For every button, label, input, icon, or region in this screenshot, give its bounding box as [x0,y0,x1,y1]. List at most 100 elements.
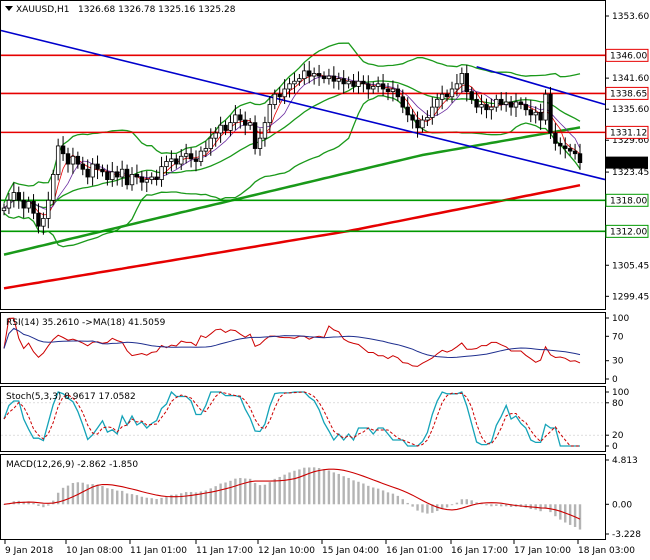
macd-histogram-bar [224,482,227,505]
macd-histogram-bar [347,477,350,505]
candle-body [238,114,243,121]
level-label-box [605,86,649,100]
macd-histogram-bar [268,482,272,505]
macd-histogram-bar [140,496,144,505]
macd-histogram-bar [573,504,577,527]
x-tick-label: 17 Jan 10:00 [514,546,571,556]
ma-fast-red-line [3,73,581,216]
macd-histogram-bar [337,473,340,505]
level-label: 1312.00 [610,227,647,237]
rsi-ma-line [3,327,581,359]
candle-body [55,145,61,175]
macd-histogram-bar [342,476,345,505]
candle-body [16,192,21,201]
candle-body [558,142,563,147]
macd-histogram-bar [386,492,390,505]
price-tick-label: 1335.60 [612,105,649,115]
macd-histogram-bar [244,478,247,505]
macd-histogram-bar [480,503,483,505]
macd-signal-line [3,468,581,520]
candle-body [494,98,499,108]
price-tick-label: 1353.60 [612,12,649,22]
stoch-tick-label: 0 [612,442,618,452]
macd-histogram-bar [170,494,173,505]
x-tick-label: 18 Jan 03:00 [578,546,635,556]
macd-histogram-bar [106,488,109,505]
macd-histogram-bar [460,499,464,505]
price-panel-frame [0,0,606,310]
candle-body [518,101,524,105]
ma-long-red-line [3,183,581,290]
candle-body [110,171,115,180]
candle-body [548,93,553,134]
stoch-tick-label: 100 [612,388,629,398]
candle-body [459,73,465,85]
candle-body [193,158,199,162]
level-label: 1318.00 [610,196,647,206]
candle-body [252,122,258,149]
candle-body [375,83,381,87]
macd-histogram-bar [32,502,35,505]
rsi-title: RSI(14) 35.2610 ->MA(18) 41.5059 [6,318,166,328]
macd-histogram-bar [549,504,552,513]
macd-histogram-bar [27,501,30,505]
macd-histogram-bar [253,483,257,505]
candle-body [11,192,17,201]
candle-body [203,148,209,152]
candle-body [371,86,376,90]
macd-histogram-bar [440,504,444,509]
candle-body [26,200,31,209]
candle-body [75,155,81,165]
macd-histogram-bar [199,491,203,505]
macd-histogram-bar [91,484,94,505]
macd-histogram-bar [248,478,252,505]
macd-histogram-bar [145,497,148,505]
macd-histogram-bar [165,496,168,505]
candle-body [105,171,110,180]
candle-body [543,93,548,121]
dropdown-triangle-icon[interactable] [5,6,13,11]
macd-histogram-bar [470,500,473,505]
candle-body [390,88,396,92]
candle-body [410,114,415,121]
rsi-tick-label: 100 [612,314,629,324]
macd-histogram-bar [37,504,40,506]
candle-body [159,166,164,180]
current-price-box [606,156,648,169]
level-label-box [605,224,649,238]
rsi-panel-frame [0,312,606,384]
candle-body [533,111,538,116]
candle-body [183,153,189,157]
macd-histogram-bar [116,490,119,505]
macd-histogram-bar [406,502,409,505]
candle-body [179,155,184,165]
candle-body [144,179,149,183]
level-label: 1331.12 [610,128,647,138]
candle-body [321,75,327,80]
macd-histogram-bar [101,485,104,505]
candle-body [385,88,391,92]
macd-histogram-bar [303,467,306,505]
macd-histogram-bar [293,470,296,505]
macd-histogram-bar [357,481,360,505]
level-label-box [605,125,649,139]
macd-histogram-bar [317,468,321,505]
macd-histogram-bar [160,497,163,505]
macd-histogram-bar [96,484,99,505]
candle-body [208,137,213,149]
candle-body [336,78,341,82]
candle-body [139,176,145,183]
macd-histogram-bar [322,469,326,505]
candle-body [164,161,169,168]
candle-body [31,200,36,214]
candle-body [119,168,125,178]
macd-histogram-bar [194,492,198,505]
candle-body [218,124,223,134]
macd-histogram-bar [71,482,75,505]
candle-body [70,155,76,165]
macd-panel-frame [0,454,606,540]
candle-body [169,158,174,162]
candle-body [21,199,26,209]
stoch-title: Stoch(5,3,3) 8.9617 17.0582 [6,392,136,402]
